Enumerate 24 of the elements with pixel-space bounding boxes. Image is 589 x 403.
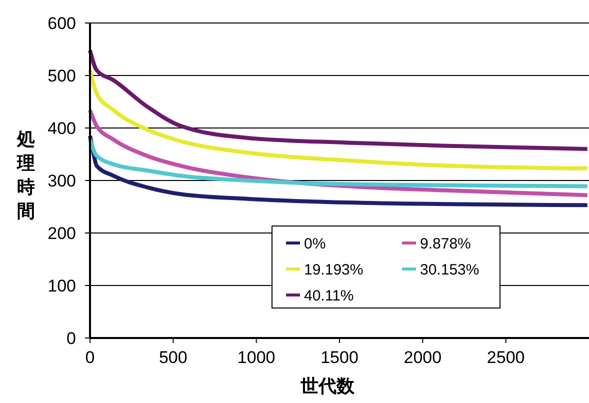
y-tick-label: 500 xyxy=(48,66,76,86)
line-series xyxy=(88,138,589,188)
legend-label: 30.153% xyxy=(420,261,480,278)
y-tick-label: 0 xyxy=(66,328,76,348)
x-tick-label: 1500 xyxy=(320,348,358,367)
x-tick-label: 2000 xyxy=(404,348,442,367)
x-tick-label: 2500 xyxy=(486,348,525,367)
y-tick-label: 300 xyxy=(48,171,76,190)
legend-label: 9.878% xyxy=(420,235,471,252)
line-series xyxy=(88,68,589,170)
x-axis-title: 世代数 xyxy=(300,376,356,396)
line-series xyxy=(88,134,589,208)
legend-label: 40.11% xyxy=(304,287,354,304)
x-tick-label: 0 xyxy=(85,348,95,367)
x-tick-label: 500 xyxy=(158,348,188,367)
legend-label: 19.193% xyxy=(304,261,364,278)
line-series xyxy=(88,48,589,151)
y-axis-title: 処理時間 xyxy=(16,129,35,221)
y-tick-label: 400 xyxy=(48,118,76,138)
y-tick-label: 100 xyxy=(48,276,76,296)
y-tick-label: 600 xyxy=(48,14,76,33)
x-tick-label: 1000 xyxy=(237,348,276,367)
y-tick-label: 200 xyxy=(48,224,76,243)
legend-label: 0% xyxy=(304,235,326,252)
